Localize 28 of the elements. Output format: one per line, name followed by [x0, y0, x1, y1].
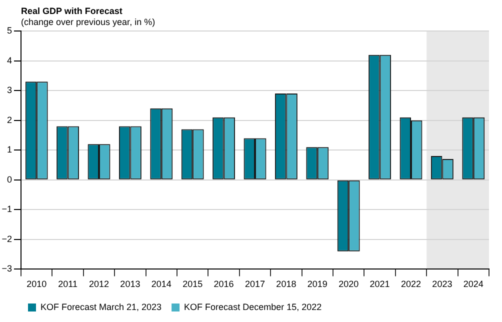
x-tick-label: 2012 [88, 279, 110, 290]
x-tick-label: 2014 [151, 279, 172, 290]
y-tick-label: −1 [2, 204, 12, 214]
x-tick-label: 2015 [182, 279, 203, 290]
y-tick-label: −3 [2, 264, 12, 274]
chart-title: Real GDP with Forecast [21, 6, 122, 17]
y-tick-label: 4 [6, 55, 12, 66]
x-tick-label: 2011 [58, 279, 78, 290]
x-tick-label: 2010 [26, 279, 47, 290]
chart-subtitle: (change over previous year, in %) [21, 17, 156, 28]
legend-label: KOF Forecast December 15, 2022 [184, 302, 322, 312]
x-tick-label: 2024 [463, 279, 484, 290]
x-tick-label: 2022 [400, 279, 422, 290]
y-tick-label: 3 [6, 85, 12, 96]
y-tick-label: 5 [6, 25, 12, 36]
x-tick-label: 2021 [370, 279, 390, 290]
y-tick-label: 2 [6, 114, 12, 125]
x-tick-label: 2018 [276, 279, 296, 290]
x-tick-label: 2017 [244, 279, 266, 290]
x-tick-label: 2023 [432, 279, 452, 290]
y-tick-label: 1 [6, 144, 12, 155]
x-tick-label: 2020 [338, 279, 359, 290]
y-tick-label: 0 [6, 174, 12, 184]
x-tick-label: 2019 [307, 279, 328, 290]
x-tick-label: 2013 [120, 279, 140, 290]
legend-label: KOF Forecast March 21, 2023 [40, 302, 162, 312]
y-tick-label: −2 [2, 234, 12, 244]
x-tick-label: 2016 [214, 279, 234, 290]
